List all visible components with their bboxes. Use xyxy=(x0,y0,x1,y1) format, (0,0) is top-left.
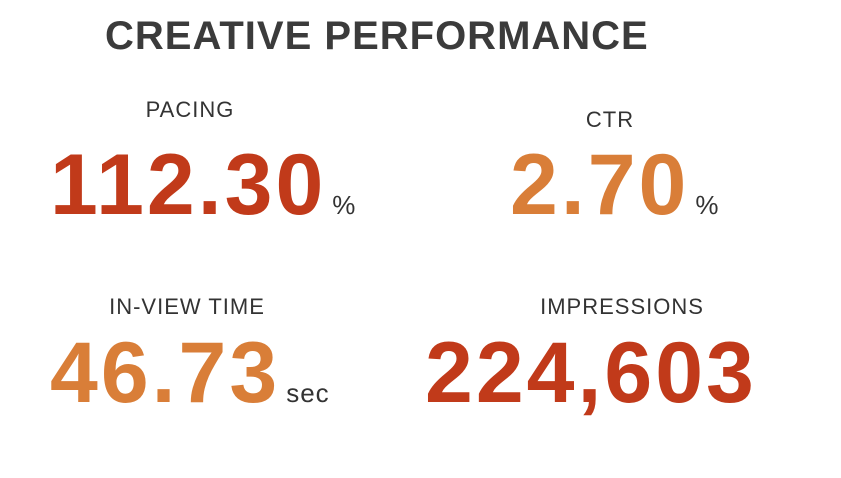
metric-value: 112.30 xyxy=(50,137,327,233)
page-title: CREATIVE PERFORMANCE xyxy=(105,14,649,58)
metric-label: IMPRESSIONS xyxy=(540,294,704,319)
metric-row: 224,603 xyxy=(425,330,757,416)
metric-unit: % xyxy=(332,190,357,220)
metric-unit: % xyxy=(695,190,720,220)
metric-label: CTR xyxy=(585,107,635,132)
metric-value: 224,603 xyxy=(425,325,757,421)
metric-label: IN-VIEW TIME xyxy=(109,294,265,319)
metric-unit: sec xyxy=(286,378,330,408)
metric-label: PACING xyxy=(145,97,235,122)
metric-value: 2.70 xyxy=(510,137,690,233)
metric-row: 112.30 % xyxy=(50,142,356,228)
metric-value: 46.73 xyxy=(50,325,281,421)
metric-row: 46.73 sec xyxy=(50,330,330,416)
metric-row: 2.70 % xyxy=(510,142,720,228)
